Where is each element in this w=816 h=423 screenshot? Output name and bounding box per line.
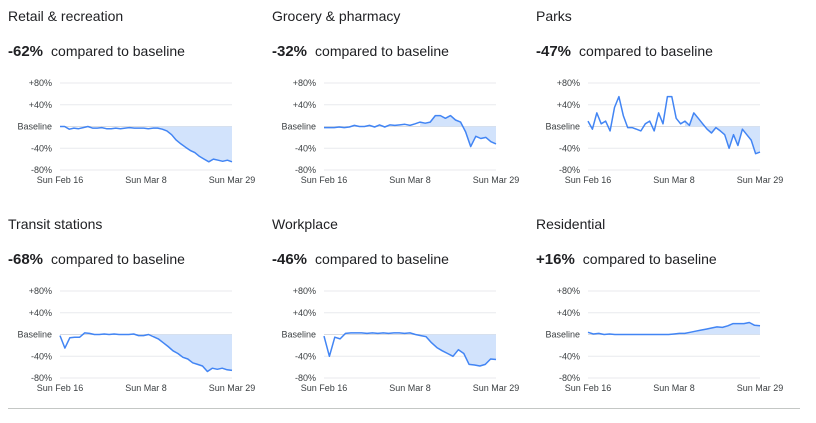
change-area <box>420 115 496 147</box>
change-caption: compared to baseline <box>579 43 713 59</box>
x-tick-label: Sun Mar 8 <box>125 383 167 393</box>
y-tick-label: +40% <box>557 100 580 110</box>
x-tick-label: Sun Mar 29 <box>209 383 256 393</box>
series-line <box>587 95 761 155</box>
change-value: -32% <box>272 43 308 60</box>
y-tick-label: -40% <box>559 351 580 361</box>
x-tick-label: Sun Mar 8 <box>389 175 431 185</box>
y-tick-label: +80% <box>29 78 52 88</box>
change-caption: compared to baseline <box>315 43 449 59</box>
change-summary: +16% compared to baseline <box>536 251 717 268</box>
change-caption: compared to baseline <box>51 43 185 59</box>
chart-panel-grocery: Grocery & pharmacy -32% compared to basel… <box>264 0 528 200</box>
change-value: +16% <box>536 251 575 268</box>
x-tick-label: Sun Feb 16 <box>37 175 84 185</box>
change-area <box>420 334 496 366</box>
x-tick-label: Sun Feb 16 <box>37 383 84 393</box>
chart-panel-residential: Residential +16% compared to baseline +80… <box>528 208 792 408</box>
change-summary: -46% compared to baseline <box>272 251 449 268</box>
residential-chart: +80% +40% Baseline -40% -80%Sun Feb 16 Sun Ma… <box>545 286 784 393</box>
parks-chart: +80% +40% Baseline -40% -80%Sun Feb 16 Sun Ma… <box>545 78 784 185</box>
change-caption: compared to baseline <box>51 251 185 267</box>
change-summary: -32% compared to baseline <box>272 43 449 60</box>
x-tick-label: Sun Mar 8 <box>125 175 167 185</box>
x-tick-label: Sun Mar 29 <box>209 175 256 185</box>
y-tick-label: Baseline <box>281 122 316 132</box>
y-tick-label: +80% <box>557 286 580 296</box>
y-tick-label: -40% <box>559 143 580 153</box>
y-tick-label: +40% <box>293 308 316 318</box>
x-tick-label: Sun Mar 8 <box>389 383 431 393</box>
chart-title: Transit stations <box>8 216 103 232</box>
chart-panel-workplace: Workplace -46% compared to baseline +80% +… <box>264 208 528 408</box>
chart-panel-parks: Parks -47% compared to baseline +80% +40% B… <box>528 0 792 200</box>
y-tick-label: -80% <box>31 373 52 383</box>
change-value: -62% <box>8 43 44 60</box>
x-tick-label: Sun Mar 29 <box>473 383 520 393</box>
change-value: -68% <box>8 251 44 268</box>
y-tick-label: +40% <box>29 308 52 318</box>
x-tick-label: Sun Feb 16 <box>565 175 612 185</box>
x-tick-label: Sun Mar 29 <box>737 175 784 185</box>
chart-panel-retail: Retail & recreation -62% compared to base… <box>0 0 264 200</box>
y-tick-label: -80% <box>295 165 316 175</box>
change-value: -46% <box>272 251 308 268</box>
retail-chart: +80% +40% Baseline -40% -80%Sun Feb 16 Sun Ma… <box>17 78 256 185</box>
y-tick-label: -40% <box>295 351 316 361</box>
x-tick-label: Sun Feb 16 <box>301 175 348 185</box>
bottom-divider <box>8 408 800 409</box>
y-tick-label: -40% <box>295 143 316 153</box>
y-tick-label: -40% <box>31 143 52 153</box>
workplace-chart: +80% +40% Baseline -40% -80%Sun Feb 16 Sun Ma… <box>281 286 520 393</box>
series-line <box>587 321 761 336</box>
y-tick-label: +80% <box>557 78 580 88</box>
change-caption: compared to baseline <box>582 251 717 267</box>
change-summary: -47% compared to baseline <box>536 43 713 60</box>
y-tick-label: -80% <box>295 373 316 383</box>
x-tick-label: Sun Feb 16 <box>301 383 348 393</box>
series-line <box>324 114 497 148</box>
y-tick-label: -40% <box>31 351 52 361</box>
series-line <box>60 125 233 163</box>
x-tick-label: Sun Mar 29 <box>473 175 520 185</box>
change-value: -47% <box>536 43 572 60</box>
transit-chart: +80% +40% Baseline -40% -80%Sun Feb 16 Sun Ma… <box>17 286 256 393</box>
change-summary: -68% compared to baseline <box>8 251 185 268</box>
change-area <box>153 126 232 162</box>
y-tick-label: -80% <box>31 165 52 175</box>
y-tick-label: +80% <box>29 286 52 296</box>
x-tick-label: Sun Feb 16 <box>565 383 612 393</box>
y-tick-label: Baseline <box>281 330 316 340</box>
y-tick-label: Baseline <box>545 122 580 132</box>
change-area <box>684 322 760 335</box>
grocery-chart: +80% +40% Baseline -40% -80%Sun Feb 16 Sun Ma… <box>281 78 520 185</box>
x-tick-label: Sun Mar 8 <box>653 383 695 393</box>
y-tick-label: Baseline <box>17 122 52 132</box>
change-area <box>153 334 232 372</box>
y-tick-label: +40% <box>293 100 316 110</box>
y-tick-label: +80% <box>293 78 316 88</box>
chart-panel-transit: Transit stations -68% compared to baselin… <box>0 208 264 408</box>
y-tick-label: -80% <box>559 165 580 175</box>
series-line <box>323 332 497 367</box>
y-tick-label: Baseline <box>17 330 52 340</box>
x-tick-label: Sun Mar 8 <box>653 175 695 185</box>
x-tick-label: Sun Mar 29 <box>737 383 784 393</box>
chart-title: Parks <box>536 8 572 24</box>
series-line <box>59 332 233 373</box>
y-tick-label: +80% <box>293 286 316 296</box>
chart-title: Residential <box>536 216 606 232</box>
change-summary: -62% compared to baseline <box>8 43 185 60</box>
change-caption: compared to baseline <box>315 251 449 267</box>
chart-title: Grocery & pharmacy <box>272 8 401 24</box>
y-tick-label: -80% <box>559 373 580 383</box>
chart-title: Workplace <box>272 216 338 232</box>
y-tick-label: +40% <box>557 308 580 318</box>
chart-title: Retail & recreation <box>8 8 124 24</box>
y-tick-label: Baseline <box>545 330 580 340</box>
y-tick-label: +40% <box>29 100 52 110</box>
